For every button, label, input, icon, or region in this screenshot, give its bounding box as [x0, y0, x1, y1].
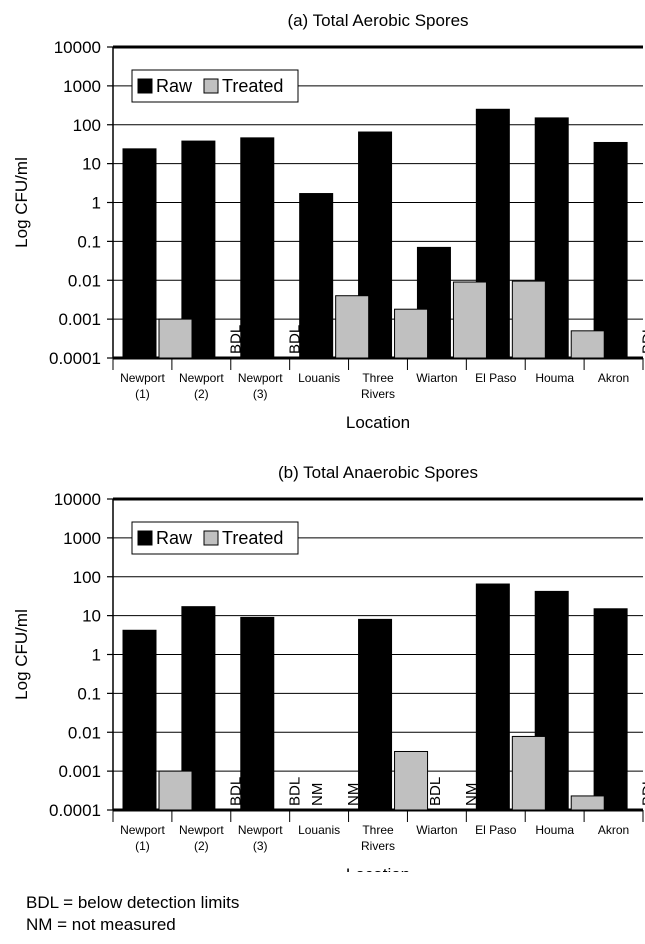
y-tick-label: 0.01: [68, 271, 101, 290]
bar-treated: [158, 318, 193, 359]
chart-title: (b) Total Anaerobic Spores: [278, 463, 478, 482]
bar-raw: [358, 618, 393, 811]
x-tick-label: (3): [253, 839, 268, 853]
y-tick-label: 100: [73, 568, 101, 587]
bar-raw: [122, 629, 157, 811]
annotation-label: BDL: [286, 777, 303, 806]
y-tick-label: 1: [92, 194, 101, 213]
x-tick-label: (1): [135, 839, 150, 853]
y-tick-label: 10: [82, 607, 101, 626]
annotation-label: NM: [345, 783, 362, 806]
y-tick-label: 10000: [54, 38, 101, 57]
legend-label: Raw: [156, 76, 193, 96]
x-axis-label: Location: [346, 413, 410, 432]
y-tick-label: 1000: [63, 77, 101, 96]
annotation-label: NM: [309, 783, 326, 806]
x-tick-label: Akron: [598, 371, 629, 385]
bar-treated: [394, 750, 429, 811]
legend-swatch: [203, 78, 219, 94]
bar-raw: [475, 583, 510, 811]
bar-treated: [570, 330, 605, 359]
x-tick-label: Three: [362, 371, 394, 385]
annotation-label: BDL: [427, 777, 444, 806]
chart-title: (a) Total Aerobic Spores: [287, 11, 468, 30]
x-tick-label: Wiarton: [416, 371, 457, 385]
x-axis-label: Location: [346, 865, 410, 872]
x-tick-label: Rivers: [361, 839, 395, 853]
y-tick-label: 0.0001: [49, 801, 101, 820]
x-tick-label: Louanis: [298, 371, 340, 385]
x-tick-label: Three: [362, 823, 394, 837]
annotation-label: BDL: [227, 777, 244, 806]
legend-swatch: [137, 78, 153, 94]
bar-raw: [299, 193, 334, 359]
y-tick-label: 0.1: [77, 684, 101, 703]
bar-treated: [452, 281, 487, 359]
legend-label: Raw: [156, 528, 193, 548]
y-tick-label: 0.1: [77, 232, 101, 251]
y-tick-label: 0.0001: [49, 349, 101, 368]
x-tick-label: Newport: [120, 823, 165, 837]
y-tick-label: 1000: [63, 529, 101, 548]
x-tick-label: (2): [194, 839, 209, 853]
y-tick-label: 0.001: [58, 310, 101, 329]
legend-label: Treated: [222, 76, 283, 96]
y-tick-label: 100: [73, 116, 101, 135]
footnote-bdl: BDL = below detection limits: [26, 893, 240, 912]
x-tick-label: Louanis: [298, 823, 340, 837]
x-tick-label: Newport: [120, 371, 165, 385]
annotation-label: NM: [463, 783, 480, 806]
x-tick-label: (1): [135, 387, 150, 401]
bar-raw: [358, 131, 393, 359]
annotation-label: BDL: [640, 325, 645, 354]
x-tick-label: Houma: [535, 371, 574, 385]
legend-swatch: [203, 530, 219, 546]
x-tick-label: Newport: [238, 371, 283, 385]
y-axis-label: Log CFU/ml: [12, 609, 31, 700]
legend-label: Treated: [222, 528, 283, 548]
bar-raw: [240, 137, 275, 359]
legend-swatch: [137, 530, 153, 546]
x-tick-label: (3): [253, 387, 268, 401]
y-tick-label: 0.01: [68, 723, 101, 742]
x-tick-label: Akron: [598, 823, 629, 837]
bar-treated: [511, 280, 546, 359]
x-tick-label: Rivers: [361, 387, 395, 401]
x-tick-label: Houma: [535, 823, 574, 837]
x-tick-label: Newport: [179, 823, 224, 837]
bar-raw: [593, 141, 628, 359]
chart-anaerobic: (b) Total Anaerobic Spores 0.0001 0.001 0.0…: [12, 463, 645, 872]
y-tick-label: 10000: [54, 490, 101, 509]
x-tick-label: (2): [194, 387, 209, 401]
y-tick-label: 1: [92, 646, 101, 665]
annotation-label: BDL: [640, 777, 645, 806]
x-tick-label: El Paso: [475, 371, 517, 385]
annotation-label: BDL: [227, 325, 244, 354]
chart-aerobic: (a) Total Aerobic Spores 0.0001 0.001 0.01 0…: [12, 11, 645, 432]
y-axis-label: Log CFU/ml: [12, 157, 31, 248]
footnote-nm: NM = not measured: [26, 915, 176, 934]
bar-treated: [158, 770, 193, 811]
y-tick-label: 10: [82, 155, 101, 174]
bar-raw: [122, 148, 157, 359]
annotation-label: BDL: [286, 325, 303, 354]
x-tick-label: El Paso: [475, 823, 517, 837]
bar-treated: [511, 735, 546, 811]
bar-raw: [240, 616, 275, 811]
x-tick-label: Newport: [238, 823, 283, 837]
y-tick-label: 0.001: [58, 762, 101, 781]
x-tick-label: Wiarton: [416, 823, 457, 837]
bar-treated: [335, 295, 370, 359]
bar-treated: [394, 308, 429, 359]
bar-treated: [570, 795, 605, 811]
bar-raw: [593, 608, 628, 811]
x-tick-label: Newport: [179, 371, 224, 385]
